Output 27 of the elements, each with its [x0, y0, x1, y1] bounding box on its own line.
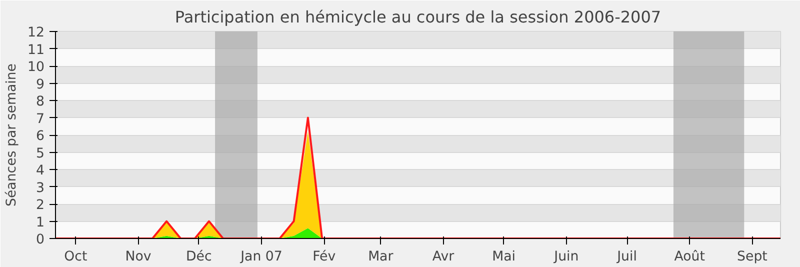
x-tick-label: Août: [674, 250, 705, 264]
x-tick-label: Juil: [616, 250, 637, 264]
y-tick-label: 9: [36, 77, 45, 92]
x-tick-label: Jan 07: [240, 250, 282, 264]
y-tick-label: 8: [36, 94, 45, 110]
x-tick-label: Mai: [492, 250, 516, 264]
x-tick-label: Avr: [432, 250, 455, 264]
y-tick-label: 0: [36, 232, 45, 248]
x-tick-label: Déc: [186, 250, 212, 264]
y-tick-label: 2: [36, 198, 45, 213]
y-axis-title: Séances par semaine: [4, 64, 20, 206]
y-tick-label: 7: [36, 112, 45, 127]
chart-title: Participation en hémicycle au cours de la session 2006-2007: [174, 8, 662, 26]
x-tick-label: Sept: [737, 250, 768, 264]
x-tick-label: Oct: [64, 250, 88, 264]
x-tick-label: Nov: [125, 250, 152, 264]
y-tick-label: 4: [36, 164, 45, 178]
y-tick-label: 1: [36, 215, 45, 230]
y-tick-label: 3: [36, 180, 45, 196]
y-tick-label: 11: [28, 42, 45, 58]
x-tick-label: Fév: [312, 250, 336, 264]
y-tick-label: 5: [36, 146, 45, 162]
x-tick-label: Mar: [368, 250, 394, 264]
y-tick-label: 12: [28, 26, 45, 40]
y-tick-label: 10: [28, 60, 45, 75]
y-tick-label: 6: [36, 129, 45, 144]
x-tick-label: Juin: [553, 250, 579, 264]
